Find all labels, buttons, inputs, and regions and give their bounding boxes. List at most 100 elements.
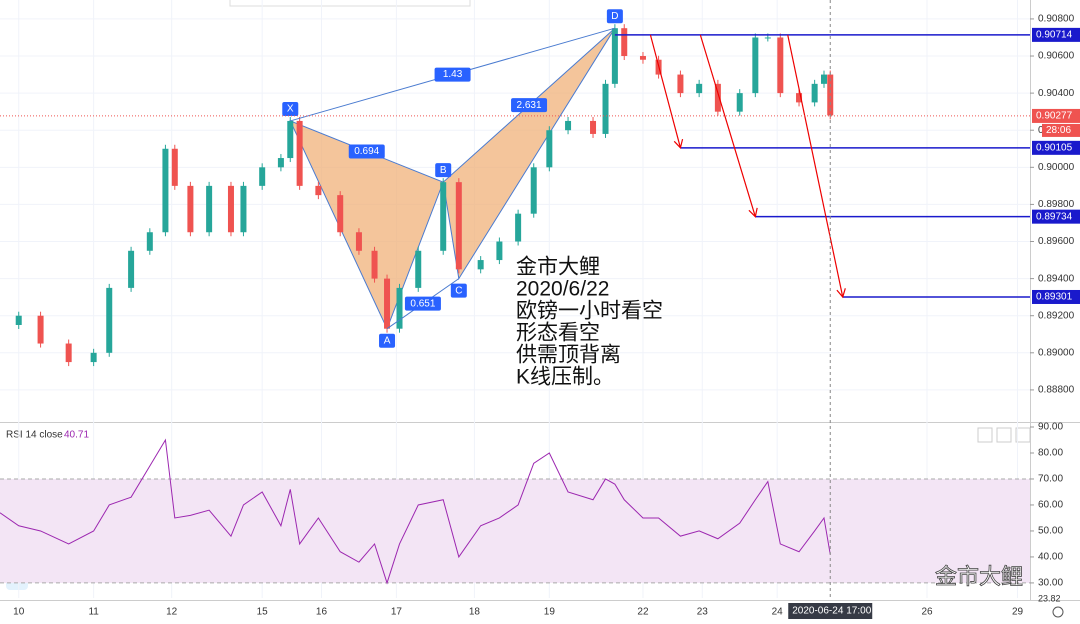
level-label-box	[1032, 140, 1080, 155]
candle	[259, 167, 266, 186]
candle	[240, 185, 247, 233]
candle	[530, 167, 537, 214]
x-tick-label: 22	[637, 607, 649, 618]
candle	[714, 83, 721, 112]
level-label: 0.89734	[1036, 211, 1073, 222]
candle	[764, 37, 771, 39]
pattern-point-box	[379, 333, 396, 348]
rsi-band	[0, 478, 1030, 583]
x-tick-label: 17	[391, 607, 403, 618]
x-tick-label: 29	[1012, 607, 1024, 618]
annotation-line: 形态看空	[516, 322, 600, 345]
rsi-line	[0, 438, 831, 585]
arrow-head	[673, 138, 684, 150]
pane-buttons	[977, 427, 1031, 443]
y-tick-label: 70.00	[1038, 474, 1063, 485]
x-tick-label: 19	[544, 607, 556, 618]
pattern-point-box	[435, 163, 452, 178]
x-tick-label: 16	[316, 607, 328, 618]
pattern-ratio-box	[348, 144, 385, 159]
candle	[821, 74, 827, 84]
annotation-line: 供需顶背离	[516, 344, 621, 367]
pattern-point: B	[440, 165, 447, 176]
candle	[621, 28, 628, 57]
x-tick-label: 18	[469, 607, 481, 618]
candle	[296, 120, 303, 186]
crosshair-time: 17:00	[846, 606, 871, 617]
pattern-ratio-box	[404, 296, 441, 311]
crosshair-date: 2020-06-24	[792, 606, 844, 617]
candle	[677, 74, 684, 94]
candle	[590, 120, 597, 134]
pattern-point: A	[384, 335, 391, 346]
up-button[interactable]	[977, 427, 993, 443]
arrow	[787, 34, 844, 298]
x-tick-label: 10	[13, 607, 25, 618]
pattern-point-box	[606, 9, 623, 24]
candle	[777, 37, 784, 94]
candle	[15, 315, 22, 325]
y-tick-label: 0.89600	[1038, 236, 1075, 247]
level-label-box	[1032, 209, 1080, 224]
settings-icon[interactable]	[1052, 606, 1064, 618]
candle	[162, 148, 169, 233]
x-tick-label: 15	[257, 607, 269, 618]
annotation-line: 金市大鲤	[516, 256, 600, 279]
candle	[337, 195, 344, 233]
toolbar[interactable]	[229, 0, 471, 7]
pattern-point: D	[611, 11, 618, 22]
candle	[227, 185, 234, 233]
annotation-line: 2020/6/22	[516, 278, 609, 301]
close-button[interactable]	[996, 427, 1012, 443]
y-tick-label: 0.90600	[1038, 51, 1075, 62]
candle	[384, 278, 391, 329]
current-price-label: 0.90277	[1036, 111, 1073, 122]
pattern-ratio-box	[511, 98, 548, 113]
x-tick-label: 12	[166, 607, 178, 618]
candle	[515, 213, 522, 242]
y-tick-label: 0.89800	[1038, 199, 1075, 210]
level-label: 0.90714	[1036, 30, 1073, 41]
y-tick-label: 0.88800	[1038, 385, 1075, 396]
pattern-point: X	[287, 104, 294, 115]
annotation-line: K线压制。	[516, 366, 614, 389]
y-tick-label: 0.90400	[1038, 88, 1075, 99]
candle	[455, 182, 462, 270]
candle	[315, 185, 322, 196]
crosshair-box	[788, 603, 873, 619]
y-tick-label: 30.00	[1038, 578, 1063, 589]
candle	[736, 93, 743, 112]
pattern-ratio: 0.694	[354, 146, 379, 157]
candle	[496, 241, 503, 261]
candle	[355, 232, 362, 251]
pattern-ratio: 1.43	[443, 69, 463, 80]
y-tick-label: 50.00	[1038, 526, 1063, 537]
candle	[37, 315, 44, 344]
candle	[277, 158, 284, 168]
x-tick-label: 24	[772, 607, 784, 618]
y-tick-label: 90.00	[1038, 422, 1063, 433]
arrow	[699, 34, 756, 217]
candle	[371, 250, 378, 279]
maximize-button[interactable]	[1015, 427, 1031, 443]
candle	[546, 130, 553, 168]
rsi-last: 40.71	[64, 430, 89, 441]
candle	[171, 148, 178, 186]
level-label: 0.90105	[1036, 142, 1073, 153]
candle	[106, 287, 113, 353]
candle	[639, 56, 646, 60]
candle	[440, 182, 447, 251]
y-tick-label: 0.89000	[1038, 347, 1075, 358]
x-tick-label: 26	[921, 607, 933, 618]
candle	[696, 83, 703, 94]
pattern-ratio: 2.631	[517, 100, 542, 111]
rsi-title: RSI 14 close	[6, 430, 63, 441]
candle	[752, 37, 759, 94]
pattern-point: C	[455, 285, 462, 296]
candle	[396, 287, 403, 329]
pattern-ratio-box	[434, 67, 471, 82]
arrow	[649, 34, 682, 148]
y-tick-label: 0.89200	[1038, 310, 1075, 321]
candle	[477, 260, 484, 270]
annotation-line: 欧镑一小时看空	[516, 300, 663, 323]
